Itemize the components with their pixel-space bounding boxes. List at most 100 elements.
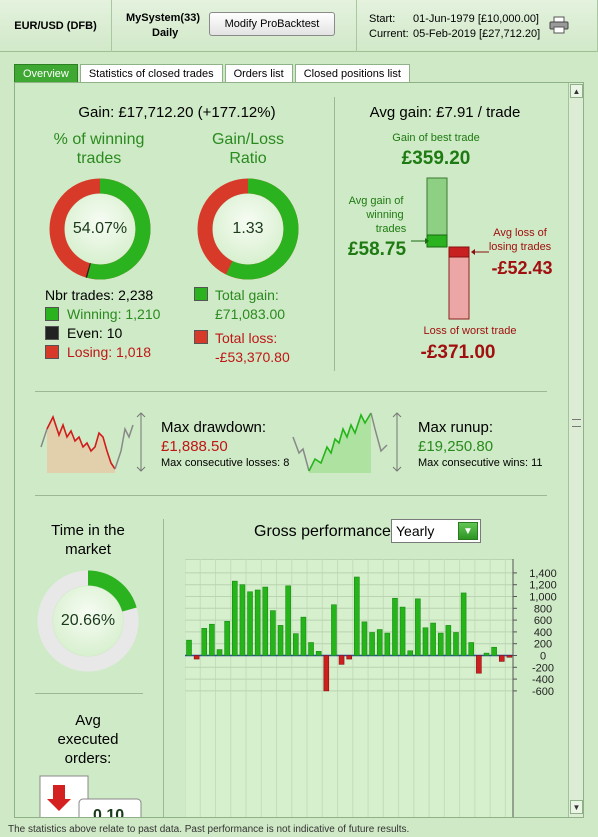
chart-bar [453,632,459,656]
section-divider [334,97,335,371]
chart-y-tick-label: 200 [534,639,552,651]
tab-bar: Overview Statistics of closed trades Ord… [14,64,412,83]
chart-bar [323,655,330,692]
chart-bar [285,585,291,656]
chart-y-tick-label: 800 [534,603,552,615]
chart-bar [262,586,269,656]
header-bar: EUR/USD (DFB) MySystem(33) Daily Modify … [0,0,598,52]
time-in-market-value: 20.66% [60,612,116,629]
gain-summary: Gain: £17,712.20 (+177.12%) [78,104,276,121]
max-drawdown-label: Max drawdown: [161,419,267,436]
divider-2 [35,495,547,496]
avg-orders-title-3: orders: [64,750,112,767]
modify-probacktest-button[interactable]: Modify ProBacktest [209,12,335,36]
avg-loss-label-2: losing trades [488,241,552,253]
gain-loss-ratio-title-1: Gain/Loss [211,131,285,148]
max-drawdown-value: £1,888.50 [161,438,228,455]
winning-trades-count: Winning: 1,210 [67,306,161,322]
gain-loss-ratio-title-2: Ratio [229,150,267,167]
total-loss-label: Total loss: [215,330,278,346]
chart-bar [430,622,436,656]
chart-bar [315,651,322,656]
winning-trades-title-1: % of winning [53,131,145,148]
start-label: Start: [369,13,396,25]
avg-gain-title: Avg gain: £7.91 / trade [369,104,521,121]
worst-trade-label: Loss of worst trade [423,325,517,337]
max-runup-sparkline [292,412,402,473]
tab-overview[interactable]: Overview [14,64,78,83]
scroll-grip[interactable] [572,419,581,427]
chart-bar [231,580,238,656]
chart-bar [224,620,230,656]
chart-bar [346,655,352,660]
time-in-market-donut [37,570,139,672]
chart-y-tick-label: 1,000 [529,592,557,604]
system-name: MySystem(33) [126,12,200,24]
best-trade-value: £359.20 [401,148,471,169]
down-arrow-icon [47,785,71,811]
printer-icon[interactable] [549,16,569,34]
chart-bar [354,576,360,656]
chart-bar [254,589,261,656]
even-trades-count: Even: 10 [67,325,123,341]
chart-bar [422,627,429,656]
avg-loss-value: -£52.43 [491,258,553,278]
tab-orders-list[interactable]: Orders list [224,64,293,83]
chart-y-tick-label: 1,200 [529,580,557,592]
avg-gain-value: £58.75 [347,239,407,260]
chart-bar [445,625,452,656]
even-legend-swatch [45,326,59,340]
current-value: 05-Feb-2019 [£27,712.20] [413,28,541,40]
chart-bar [476,655,482,674]
winning-trades-title-2: trades [76,150,122,167]
max-consecutive-wins: Max consecutive wins: 11 [418,457,543,469]
chart-bar [247,591,253,656]
total-gain-value: £71,083.00 [215,306,286,322]
start-value: 01-Jun-1979 [£10,000.00] [413,13,539,25]
instrument-name: EUR/USD (DFB) [0,0,112,52]
chevron-down-icon[interactable]: ▼ [458,522,478,540]
avg-loss-marker [448,246,470,258]
chart-bar [460,592,467,656]
gain-loss-ratio-value: 1.33 [232,220,264,237]
max-drawdown-sparkline [40,412,146,473]
chart-y-tick-label: 600 [534,615,552,627]
chart-bar [399,606,406,656]
best-trade-label: Gain of best trade [392,132,480,144]
tab-closed-positions-list[interactable]: Closed positions list [294,64,410,83]
gain-arc [197,178,299,280]
chart-y-tick-label: -600 [532,686,554,698]
chart-bar [437,632,444,656]
chart-bar [239,584,246,656]
total-gain-label: Total gain: [215,287,279,303]
chart-bar [384,632,391,656]
gross-performance-title: Gross performance [254,523,391,540]
worst-trade-value: -£371.00 [420,342,496,363]
overview-content: Gain: £17,712.20 (+177.12%) % of winning… [15,83,567,817]
chart-bar [186,639,192,656]
worst-trade-bar [448,246,470,320]
performance-period-select[interactable]: Yearly ▼ [391,519,481,543]
chart-bar [277,625,284,656]
avg-gain-loss-bars [411,177,489,320]
total-loss-value: -£53,370.80 [215,349,290,365]
overview-panel: Gain: £17,712.20 (+177.12%) % of winning… [14,82,584,818]
chart-bar [270,610,276,656]
time-in-market-arc [37,570,139,672]
max-runup-value: £19,250.80 [418,438,494,455]
avg-gain-marker [426,234,448,248]
scroll-up-button[interactable]: ▲ [570,84,583,98]
chart-bar [201,628,208,656]
vertical-scrollbar[interactable]: ▲ ▼ [568,83,583,817]
chart-bar [216,649,223,656]
tab-statistics-closed-trades[interactable]: Statistics of closed trades [79,64,223,83]
winning-percentage: 54.07% [72,220,128,237]
chart-bar [498,655,505,662]
chart-bar [300,616,307,656]
scroll-down-button[interactable]: ▼ [570,800,583,814]
avg-gain-label-2: winning [366,209,404,221]
winning-legend-swatch [45,307,59,321]
avg-orders-title-1: Avg [75,712,101,729]
performance-period-value: Yearly [396,523,435,539]
